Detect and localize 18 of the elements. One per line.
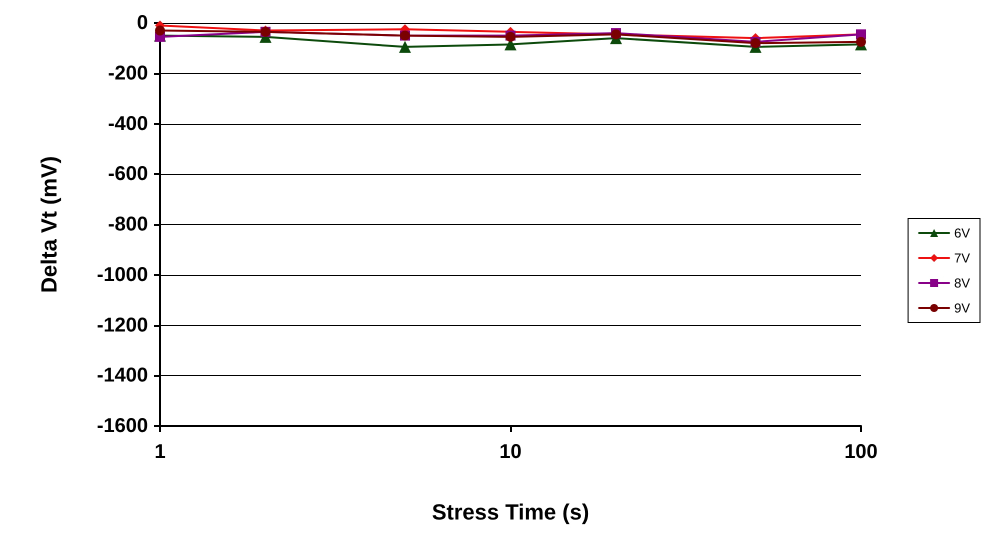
- x-tick-label: 10: [499, 441, 522, 463]
- legend-label: 6V: [954, 226, 970, 240]
- x-tick-label: 100: [844, 441, 878, 463]
- y-tick-label: -200: [108, 62, 148, 84]
- y-tick-label: -800: [108, 214, 148, 236]
- y-tick-label: -1200: [96, 314, 148, 336]
- legend-label: 8V: [954, 276, 970, 290]
- y-tick-label: -1400: [96, 364, 148, 387]
- legend-label: 9V: [954, 300, 970, 316]
- y-tick-label: -600: [108, 163, 148, 186]
- y-axis-title: Delta Vt (mV): [36, 156, 62, 293]
- x-axis-title: Stress Time (s): [432, 500, 590, 524]
- y-tick-label: -1000: [96, 264, 148, 286]
- x-tick-label: 1: [154, 441, 166, 463]
- y-tick-label: -1600: [96, 415, 148, 437]
- y-tick-label: -400: [108, 112, 148, 135]
- legend-label: 7V: [954, 250, 970, 266]
- y-tick-label: 0: [136, 12, 148, 34]
